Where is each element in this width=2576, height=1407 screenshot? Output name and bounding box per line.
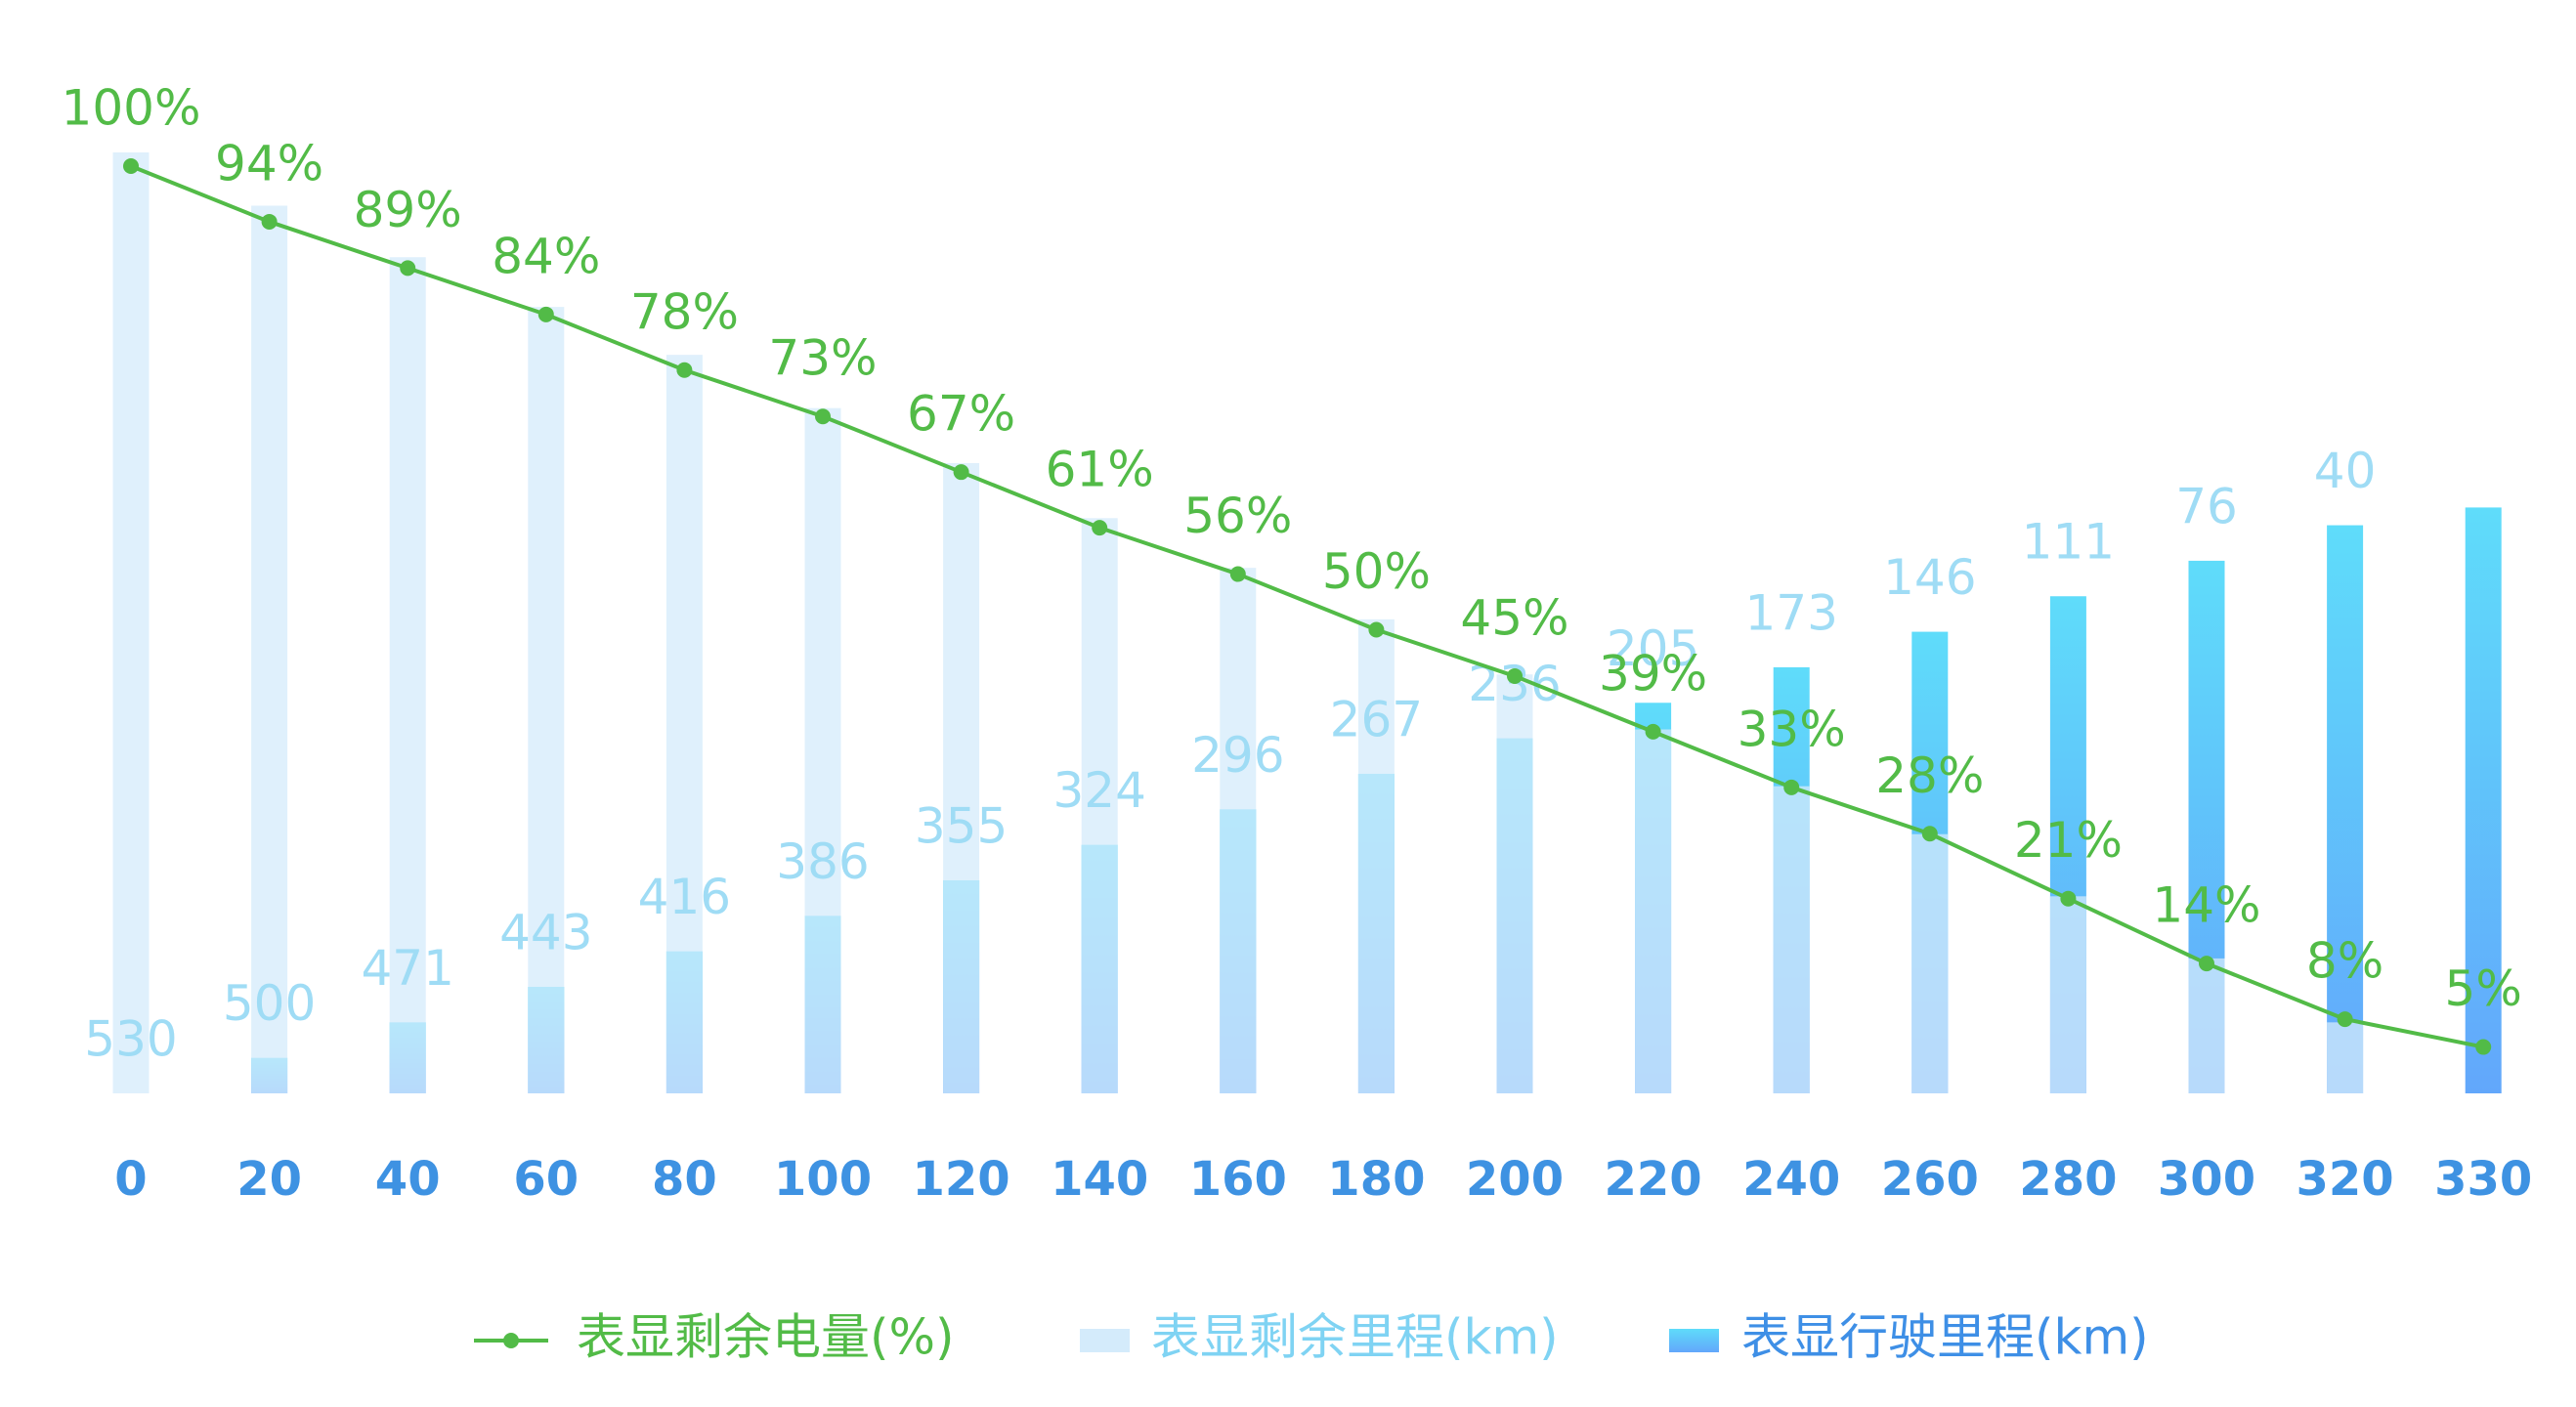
percent-line [130,164,2484,1049]
remaining-label: 267 [1330,691,1423,747]
remaining-bar [804,407,841,1094]
x-tick-label: 40 [375,1152,441,1207]
x-tick-label: 140 [1051,1152,1148,1207]
percent-point [1229,566,1246,582]
percent-point [2337,1011,2353,1028]
remaining-bar [1773,786,1810,1093]
percent-label: 21% [2014,812,2123,869]
percent-label: 28% [1875,747,1984,804]
x-tick-label: 320 [2296,1152,2393,1207]
x-tick-label: 160 [1189,1152,1287,1207]
percent-label: 50% [1322,543,1431,600]
legend-swatch [1669,1329,1719,1352]
percent-label: 56% [1183,488,1292,544]
driven-bar [2327,525,2364,1093]
percent-point [2060,890,2077,907]
percent-label: 67% [907,386,1015,443]
percent-point [1783,779,1800,795]
remaining-bar [1081,518,1118,1093]
legend-label: 表显行驶里程(km) [1741,1309,2149,1366]
percent-point [261,213,278,230]
remaining-label: 76 [2175,478,2238,534]
percent-label: 5% [2445,960,2522,1017]
percent-point [1092,520,1108,536]
remaining-bar [2049,896,2086,1093]
remaining-label: 471 [361,940,453,997]
percent-label: 33% [1738,701,1846,757]
x-tick-label: 240 [1742,1152,1840,1207]
percent-label: 8% [2306,933,2383,990]
percent-point [537,306,554,322]
percent-label: 94% [215,135,323,192]
legend-line-dot [503,1333,519,1348]
x-tick-label: 180 [1327,1152,1425,1207]
x-tick-label: 100 [774,1152,872,1207]
remaining-bar [1635,729,1672,1093]
x-tick-label: 300 [2158,1152,2255,1207]
x-tick-label: 60 [513,1152,579,1207]
remaining-label: 324 [1052,762,1145,819]
remaining-label: 530 [84,1011,177,1068]
remaining-label: 443 [499,904,592,960]
percent-label: 84% [492,228,600,284]
x-tick-label: 260 [1881,1152,1979,1207]
remaining-label: 355 [915,797,1008,854]
x-tick-label: 80 [652,1152,717,1207]
percent-label: 61% [1046,442,1154,498]
remaining-label: 111 [2022,514,2115,571]
percent-point [400,260,416,277]
percent-label: 14% [2152,877,2260,934]
remaining-bar [389,257,426,1093]
percent-label: 45% [1460,589,1568,646]
x-tick-label: 220 [1604,1152,1701,1207]
remaining-label: 500 [223,975,316,1032]
x-tick-label: 330 [2434,1152,2532,1207]
x-tick-label: 0 [114,1152,147,1207]
remaining-bar [1496,674,1533,1093]
percent-label: 39% [1599,645,1707,702]
percent-label: 100% [62,80,201,137]
percent-point [1507,667,1523,684]
percent-point [676,362,693,378]
legend-label: 表显剩余电量(%) [577,1309,955,1366]
percent-label: 89% [354,182,462,238]
percent-point [1645,723,1661,740]
remaining-label: 146 [1883,549,1976,606]
percent-point [953,464,969,481]
x-tick-label: 20 [236,1152,302,1207]
remaining-label: 296 [1191,727,1284,784]
remaining-label: 205 [1607,620,1699,677]
remaining-bar [943,462,980,1094]
remaining-label: 40 [2314,443,2377,499]
percent-point [1368,621,1385,638]
remaining-label: 416 [638,869,731,925]
remaining-bar [251,205,288,1094]
remaining-label: 173 [1744,584,1837,641]
x-tick-label: 280 [2019,1152,2117,1207]
legend-label: 表显剩余里程(km) [1151,1309,1559,1366]
percent-point [1921,826,1938,842]
remaining-bar [2188,958,2225,1093]
remaining-bar [112,152,150,1093]
remaining-bar [665,355,703,1093]
legend-swatch [1080,1329,1130,1352]
remaining-bar [1220,568,1257,1093]
percent-point [123,158,139,174]
percent-label: 78% [630,283,739,340]
x-tick-label: 120 [912,1152,1009,1207]
driven-bar [2465,507,2502,1093]
x-tick-label: 200 [1466,1152,1564,1207]
percent-point [815,408,831,425]
percent-label: 73% [768,330,877,387]
percent-point [2199,956,2214,972]
remaining-label: 386 [776,833,869,890]
remaining-bar [2327,1022,2364,1093]
remaining-bar [528,307,565,1093]
percent-point [2475,1039,2492,1055]
remaining-bar [1357,618,1395,1093]
remaining-bar [1911,833,1949,1093]
